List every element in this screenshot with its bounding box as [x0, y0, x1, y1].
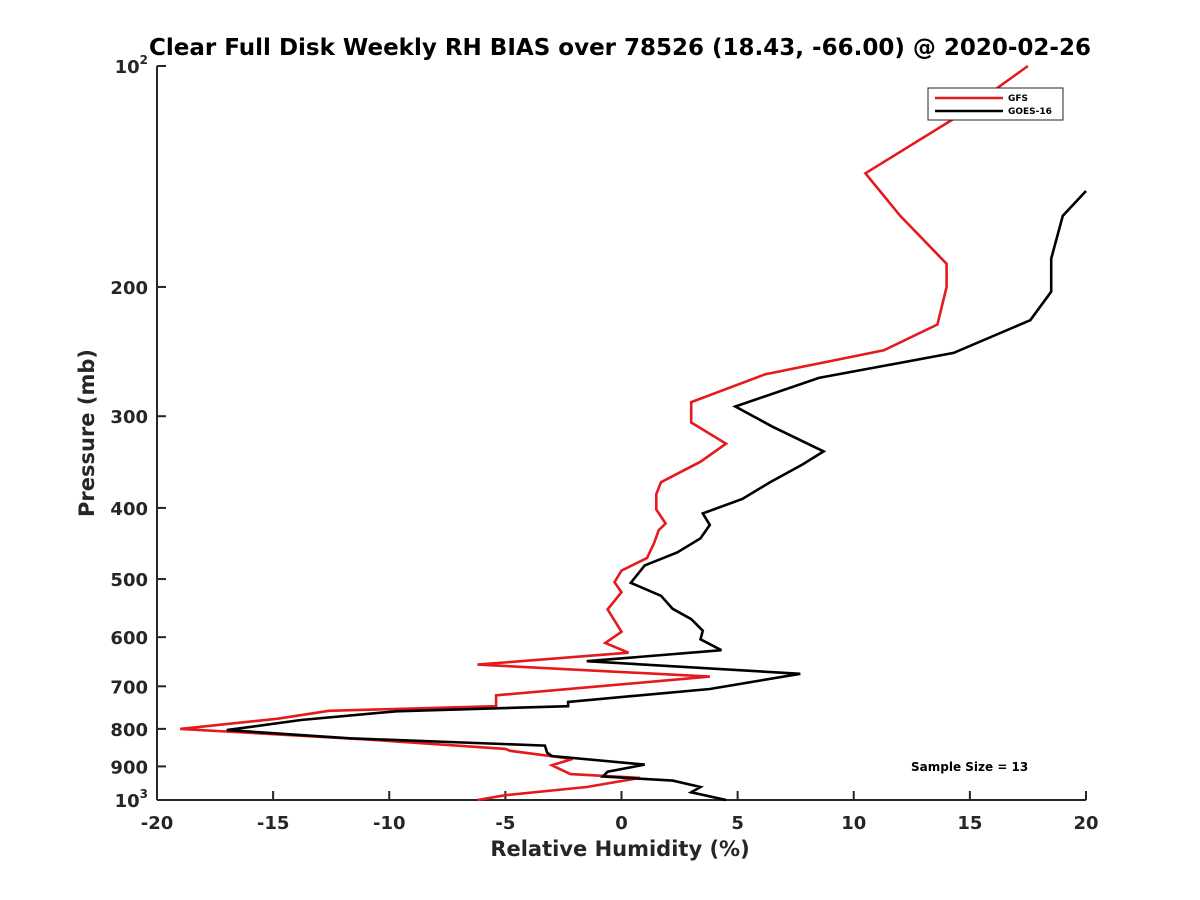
x-tick-label: 5: [731, 813, 744, 834]
x-axis-label: Relative Humidity (%): [490, 837, 749, 861]
y-axis-label: Pressure (mb): [75, 349, 99, 517]
series-line-gfs: [180, 64, 1029, 802]
y-tick-label: 700: [110, 677, 148, 698]
x-tick-label: 20: [1073, 813, 1098, 834]
y-tick-label: 600: [110, 628, 148, 649]
series-lines: [180, 64, 1087, 802]
x-tick-label: -5: [495, 813, 515, 834]
y-tick-label: 300: [110, 407, 148, 428]
sample-size-annotation: Sample Size = 13: [911, 760, 1028, 774]
y-ticks: 102 200 300 400 500 600 700 800 900 103: [110, 53, 166, 812]
x-tick-label: 10: [841, 813, 866, 834]
y-tick-label: 500: [110, 570, 148, 591]
x-tick-label: -10: [373, 813, 406, 834]
x-ticks: -20 -15 -10 -5 0 5 10 15 20: [141, 791, 1099, 834]
x-tick-label: -15: [257, 813, 290, 834]
y-tick-label: 102: [115, 53, 148, 78]
y-tick-label: 200: [110, 278, 148, 299]
y-tick-label: 800: [110, 720, 148, 741]
legend-label-goes-16: GOES-16: [1008, 107, 1052, 117]
x-tick-label: 0: [615, 813, 628, 834]
legend: GFS GOES-16: [927, 87, 1064, 121]
chart-title: Clear Full Disk Weekly RH BIAS over 7852…: [149, 35, 1091, 61]
y-tick-label: 900: [110, 757, 148, 778]
series-line-goes-16: [226, 190, 1087, 802]
legend-label-gfs: GFS: [1008, 94, 1028, 104]
y-tick-label: 103: [115, 787, 148, 812]
x-tick-label: 15: [957, 813, 982, 834]
x-tick-label: -20: [141, 813, 174, 834]
legend-box: [927, 87, 1064, 121]
y-tick-label: 400: [110, 499, 148, 520]
